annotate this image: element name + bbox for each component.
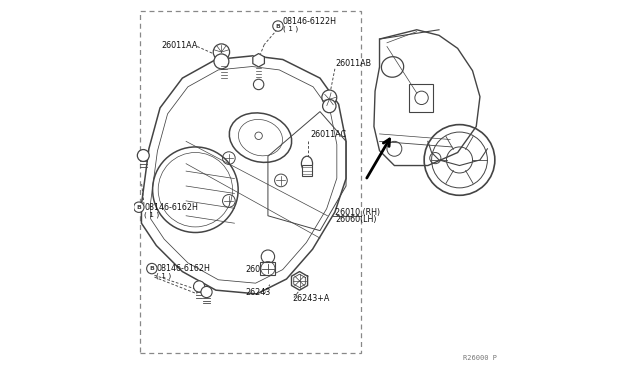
- Text: 26011AC: 26011AC: [310, 130, 346, 139]
- Circle shape: [213, 44, 230, 60]
- Text: ( 1 ): ( 1 ): [156, 273, 172, 279]
- Circle shape: [261, 250, 275, 263]
- Circle shape: [134, 202, 144, 212]
- FancyBboxPatch shape: [140, 11, 361, 353]
- Circle shape: [138, 150, 149, 161]
- Circle shape: [147, 263, 157, 274]
- Text: 26060(LH): 26060(LH): [335, 215, 376, 224]
- Bar: [260, 262, 275, 275]
- Polygon shape: [291, 272, 308, 290]
- Bar: [410, 84, 433, 112]
- Text: 26011A: 26011A: [246, 265, 276, 274]
- Text: 08146-6162H: 08146-6162H: [145, 203, 198, 212]
- Bar: [302, 165, 312, 176]
- Text: 08146-6162H: 08146-6162H: [156, 264, 210, 273]
- Circle shape: [253, 79, 264, 90]
- Polygon shape: [253, 54, 264, 67]
- Text: ( 1 ): ( 1 ): [145, 211, 159, 218]
- Text: R26000 P: R26000 P: [463, 355, 497, 361]
- Text: ( 1 ): ( 1 ): [283, 26, 298, 32]
- Text: B: B: [276, 23, 280, 29]
- Ellipse shape: [301, 156, 312, 171]
- Circle shape: [214, 54, 229, 69]
- Text: 26011AA: 26011AA: [162, 41, 198, 50]
- Text: 26243+A: 26243+A: [292, 294, 330, 303]
- Circle shape: [193, 281, 205, 292]
- Circle shape: [323, 99, 336, 113]
- Text: 08146-6122H: 08146-6122H: [283, 17, 337, 26]
- Text: 26011AB: 26011AB: [335, 59, 371, 68]
- Text: B: B: [136, 205, 141, 210]
- Text: 26243: 26243: [246, 288, 271, 296]
- Circle shape: [273, 21, 283, 31]
- Text: B: B: [149, 266, 154, 271]
- Text: 26010 (RH): 26010 (RH): [335, 208, 380, 217]
- Circle shape: [201, 286, 212, 298]
- Circle shape: [322, 90, 337, 105]
